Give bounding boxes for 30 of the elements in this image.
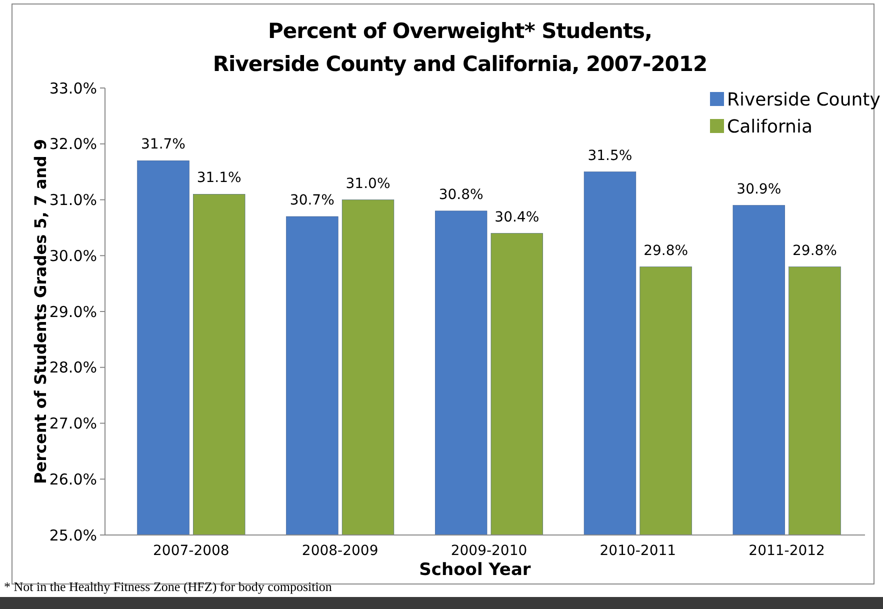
y-tick-label: 29.0% (49, 302, 97, 321)
y-tick-label: 31.0% (49, 191, 97, 209)
x-tick-label: 2010-2011 (600, 543, 676, 559)
x-tick-label: 2007-2008 (153, 543, 230, 559)
data-label: 29.8% (792, 242, 837, 259)
data-label: 30.7% (290, 192, 334, 209)
y-tick-label: 28.0% (49, 358, 97, 377)
y-axis-title: Percent of Students Grades 5, 7 and 9 (31, 139, 50, 484)
data-label: 30.4% (494, 209, 540, 226)
data-label: 30.8% (438, 186, 484, 203)
data-label: 31.1% (196, 170, 242, 186)
text: * Not in the Healthy Fitness Zone (HFZ) for body composition (4, 579, 332, 594)
x-axis-title: School Year (419, 560, 532, 580)
y-tick-label: 25.0% (49, 526, 97, 544)
y-tick-label: 32.0% (49, 135, 97, 154)
data-label: 29.8% (644, 242, 688, 259)
data-label: 31.7% (141, 136, 186, 153)
y-tick-label: 30.0% (49, 246, 97, 265)
chart-title: Percent of Overweight* Students, Riverside County and California, 2007-2012 (212, 19, 708, 76)
x-tick-label: 2011-2012 (748, 543, 825, 559)
y-tick-label: 27.0% (49, 414, 97, 432)
legend-label: Riverside County (727, 89, 881, 110)
y-tick-label: 26.0% (49, 470, 97, 488)
data-label: 30.9% (736, 181, 782, 198)
legend-label: California (727, 116, 812, 138)
y-tick-label: 33.0% (49, 79, 97, 98)
x-tick-label: 2008-2009 (302, 543, 378, 559)
data-label: 31.0% (346, 176, 390, 192)
data-label: 31.5% (588, 148, 632, 164)
x-tick-label: 2009-2010 (450, 543, 528, 559)
